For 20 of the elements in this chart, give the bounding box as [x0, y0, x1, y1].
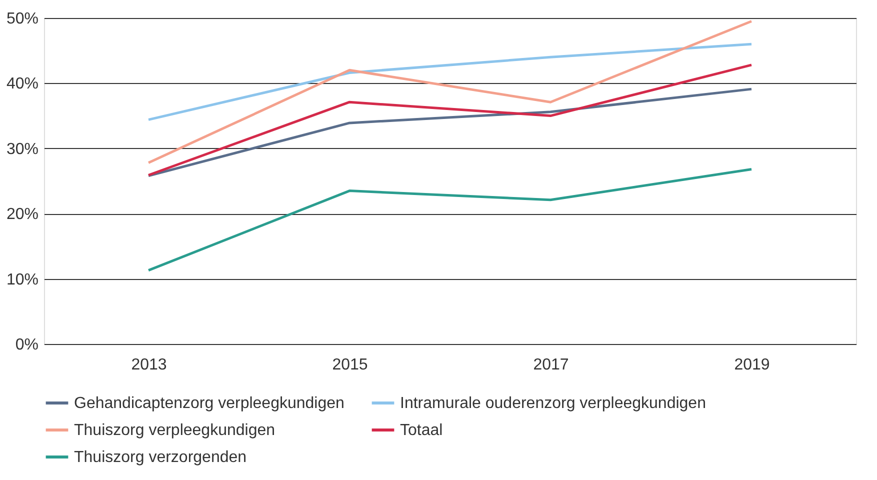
y-tick-label: 50%	[6, 10, 38, 28]
x-tick-label: 2017	[533, 356, 569, 374]
legend-label: Totaal	[400, 422, 443, 439]
x-tick-label: 2013	[131, 356, 167, 374]
line-series	[147, 64, 753, 176]
line-series	[147, 168, 753, 272]
y-tick-label: 30%	[6, 140, 38, 158]
y-tick-label: 10%	[6, 271, 38, 288]
line-series	[147, 20, 753, 164]
legend-label: Gehandicaptenzorg verpleegkundigen	[74, 395, 344, 412]
line-series	[147, 88, 753, 178]
legend-label: Thuiszorg verpleegkundigen	[74, 422, 276, 439]
y-tick-label: 20%	[6, 206, 38, 224]
y-tick-label: 0%	[15, 336, 38, 354]
legend-label: Thuiszorg verzorgenden	[74, 449, 247, 466]
y-tick-label: 40%	[6, 76, 38, 93]
x-tick-label: 2019	[734, 356, 770, 374]
x-tick-label: 2015	[332, 356, 368, 374]
line-series	[147, 42, 753, 121]
legend-label: Intramurale ouderenzorg verpleegkundigen	[400, 395, 706, 412]
